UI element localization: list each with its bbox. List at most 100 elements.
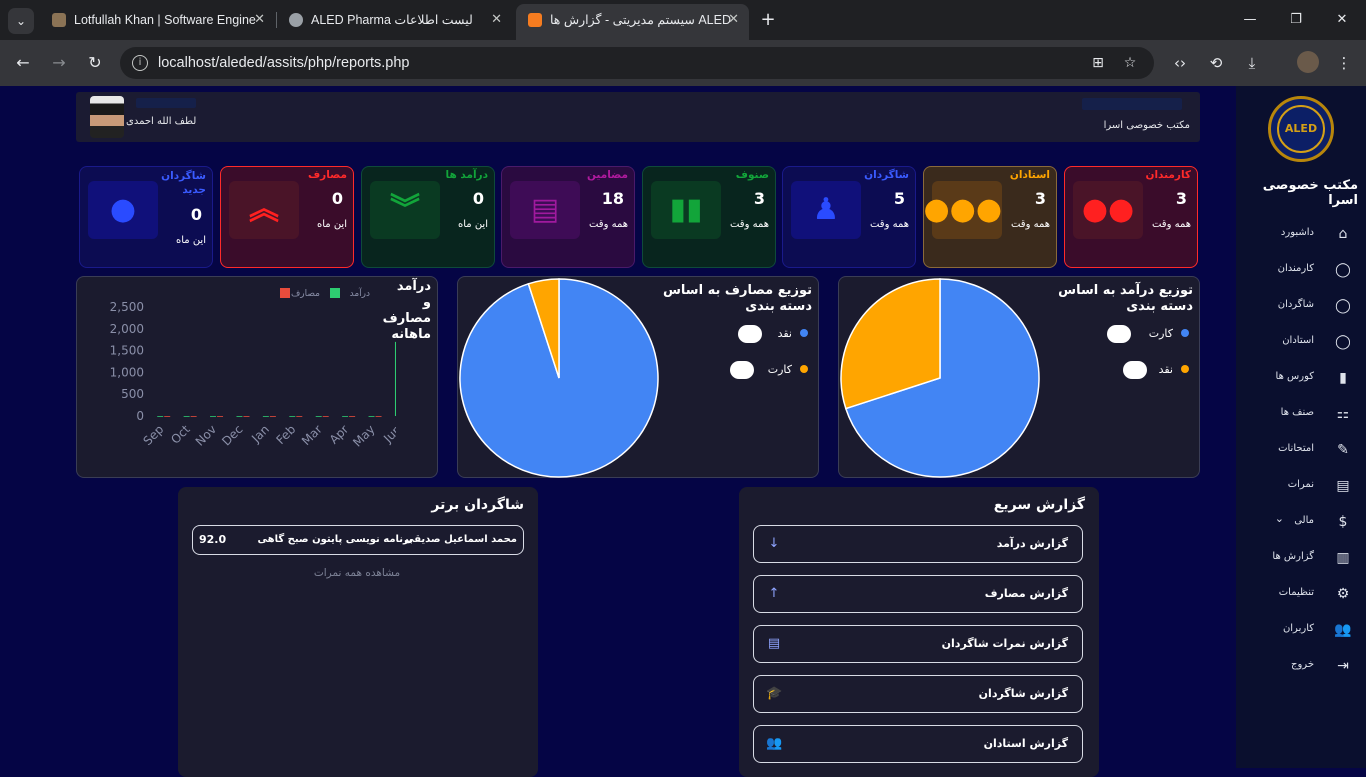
bookmark-star-icon[interactable]: ☆ [1123, 55, 1137, 71]
legend-label: مصارف [291, 289, 320, 299]
stat-label: صنوف [735, 169, 769, 181]
top-students-card: شاگردان برتر محمد اسماعیل صدیقی برنامه ن… [178, 487, 538, 777]
translate-icon[interactable]: ⊞ [1092, 55, 1104, 71]
legend-item[interactable]: کارت [1091, 325, 1191, 347]
sidebar-item-settings[interactable]: ⚙ تنظیمات [1242, 582, 1352, 606]
stat-card-subjects[interactable]: مضامین 18 همه وقت ▤ [501, 166, 635, 268]
download-icon[interactable]: ⤓ [1248, 54, 1256, 72]
expense-icon: ︽ [249, 192, 279, 227]
income-pie-title: توزیع درآمد به اساس دسته بندی [1058, 283, 1193, 314]
address-bar[interactable]: i localhost/aleded/assits/php/reports.ph… [120, 47, 1154, 79]
tab-favicon [528, 13, 542, 27]
forward-icon[interactable]: → [52, 53, 66, 72]
user-avatar[interactable] [90, 96, 124, 138]
reload-icon[interactable]: ↻ [88, 53, 102, 72]
bar-درآمد-May [368, 416, 375, 417]
browser-tab-2[interactable]: ALED Pharma لیست اطلاعات ✕ [277, 6, 512, 34]
tab-search-button[interactable]: ⌄ [8, 8, 34, 34]
sidebar-item-label: امتحانات [1278, 443, 1314, 454]
tab-close-icon[interactable]: ✕ [728, 12, 739, 27]
new-tab-button[interactable]: + [760, 9, 776, 30]
legend-toggle[interactable] [1107, 325, 1131, 343]
url-text[interactable]: localhost/aleded/assits/php/reports.php [158, 55, 410, 71]
bar-مصارف-Mar [322, 416, 329, 417]
gear-icon: ⚙ [1336, 586, 1350, 602]
stat-label: استادان [1009, 169, 1050, 181]
see-all-grades-link[interactable]: مشاهده همه نمرات [313, 567, 401, 579]
profile-avatar[interactable] [1297, 51, 1319, 73]
monthly-bar-panel: درآمد و مصارف ماهانه [76, 276, 438, 478]
grades-report-button[interactable]: گزارش نمرات شاگردان ▤ [753, 625, 1083, 663]
stat-card-teachers[interactable]: استادان 3 همه وقت ●●● [923, 166, 1057, 268]
menu-icon[interactable]: ⋮ [1336, 54, 1352, 72]
back-icon[interactable]: ← [16, 53, 30, 72]
bar-درآمد-Dec [236, 416, 243, 417]
browser-tab-1[interactable]: Lotfullah Khan | Software Engine ✕ [40, 6, 275, 34]
stat-card-classes[interactable]: صنوف 3 همه وقت ▮▮ [642, 166, 776, 268]
students-report-button[interactable]: گزارش شاگردان 🎓 [753, 675, 1083, 713]
stat-card-students[interactable]: شاگردان 5 همه وقت ♟ [782, 166, 916, 268]
x-tick-label: Apr [327, 422, 352, 447]
sidebar-school-name: مکتب خصوصی اسرا [1262, 178, 1358, 208]
income-icon: ︾ [390, 192, 420, 227]
stat-card-new-students[interactable]: شاگردان جدید 0 این ماه ● [79, 166, 213, 268]
sidebar-item-label: کارمندان [1277, 263, 1314, 274]
sidebar-item-courses[interactable]: ▮ کورس ها [1242, 366, 1352, 390]
file-icon: ▤ [1336, 478, 1350, 494]
history-icon[interactable]: ⟲ [1209, 54, 1223, 72]
bar-درآمد-Mar [315, 416, 322, 417]
sidebar-item-students[interactable]: ◯ شاگردان [1242, 294, 1352, 318]
user-icon: ◯ [1335, 298, 1351, 314]
class-icon: ⚏ [1336, 406, 1350, 422]
bar-درآمد-Nov [210, 416, 217, 417]
stat-icon-box [510, 181, 580, 239]
sidebar-item-logout[interactable]: ⇥ خروج [1242, 654, 1352, 678]
logout-icon: ⇥ [1337, 658, 1349, 674]
sidebar-item-label: کاربران [1282, 623, 1314, 634]
devtools-icon[interactable]: ‹› [1174, 54, 1186, 72]
sidebar-item-finance[interactable]: $ مالی ⌄ [1242, 510, 1352, 534]
bar-مصارف-Apr [349, 416, 356, 417]
bar-مصارف-May [375, 416, 382, 417]
home-icon: ⌂ [1338, 226, 1348, 242]
new-student-icon: ● [109, 192, 137, 227]
bar-درآمد-Apr [342, 416, 349, 417]
sidebar-item-teachers[interactable]: ◯ استادان [1242, 330, 1352, 354]
legend-item[interactable]: نقد [1091, 361, 1191, 383]
stat-card-income[interactable]: درآمد ها 0 این ماه ︾ [361, 166, 495, 268]
legend-toggle[interactable] [738, 325, 762, 343]
minimize-icon[interactable]: — [1243, 12, 1257, 27]
sidebar-item-exams[interactable]: ✎ امتحانات [1242, 438, 1352, 462]
legend-toggle[interactable] [1123, 361, 1147, 379]
tab-close-icon[interactable]: ✕ [254, 12, 265, 27]
sidebar-item-reports[interactable]: ▥ گزارش ها [1242, 546, 1352, 570]
stat-value: 3 [753, 189, 765, 208]
browser-tab-3[interactable]: ALED سیستم مدیریتی - گزارش ها ✕ [516, 4, 749, 40]
user-name: لطف الله احمدی [126, 116, 197, 127]
stat-card-expenses[interactable]: مصارف 0 این ماه ︽ [220, 166, 354, 268]
y-tick-label: 1,000 [110, 365, 144, 379]
course-name: برنامه نویسی پایتون صبح گاهی [257, 534, 413, 545]
sidebar-item-employees[interactable]: ◯ کارمندان [1242, 258, 1352, 282]
maximize-icon[interactable]: ❐ [1290, 12, 1302, 27]
sidebar-item-users[interactable]: 👥 کاربران [1242, 618, 1352, 642]
window-close-icon[interactable]: ✕ [1336, 12, 1348, 27]
chevron-down-icon: ⌄ [1274, 512, 1284, 525]
legend-item[interactable]: کارت [710, 361, 810, 383]
tab-close-icon[interactable]: ✕ [491, 12, 502, 27]
sidebar-item-classes[interactable]: ⚏ صنف ها [1242, 402, 1352, 426]
expense-pie-title: توزیع مصارف به اساس دسته بندی [662, 283, 812, 314]
x-tick-label: Dec [219, 422, 245, 448]
site-info-icon[interactable]: i [132, 55, 148, 71]
expense-report-button[interactable]: گزارش مصارف ↑ [753, 575, 1083, 613]
sidebar-item-grades[interactable]: ▤ نمرات [1242, 474, 1352, 498]
income-pie-panel: توزیع درآمد به اساس دسته بندی کارت نقد [838, 276, 1200, 478]
legend-item[interactable]: نقد [710, 325, 810, 347]
stat-card-employees[interactable]: کارمندان 3 همه وقت ●● [1064, 166, 1198, 268]
income-report-button[interactable]: گزارش درآمد ↓ [753, 525, 1083, 563]
sidebar-item-dashboard[interactable]: ⌂ داشبورد [1242, 222, 1352, 246]
bar-مصارف-Jan [269, 416, 276, 417]
stat-icon-box [370, 181, 440, 239]
legend-toggle[interactable] [730, 361, 754, 379]
teachers-report-button[interactable]: گزارش استادان 👥 [753, 725, 1083, 763]
